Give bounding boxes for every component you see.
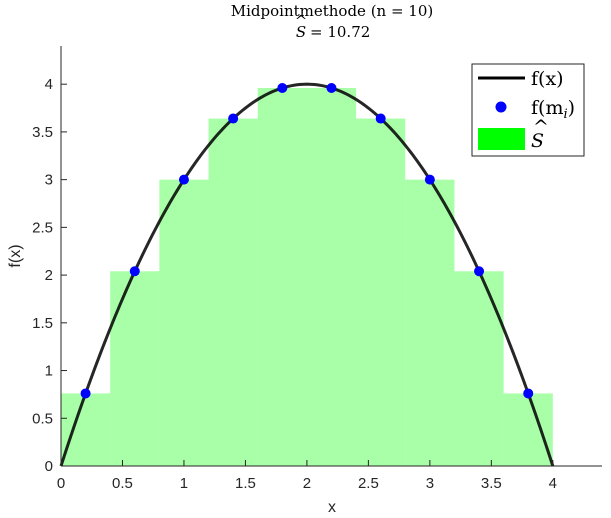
midpoint-marker — [326, 83, 337, 93]
y-tick-label: 1 — [45, 363, 53, 380]
chart-subtitle: S ^ = 10.72 — [295, 12, 371, 41]
legend-patch-swatch — [478, 128, 525, 150]
plot-area — [59, 82, 555, 467]
x-tick-label: 4 — [549, 475, 557, 492]
chart-title: Midpointmethode (n = 10) — [231, 2, 434, 20]
legend-area-hat: ^ — [533, 116, 549, 138]
y-tick-label: 2 — [45, 267, 53, 284]
riemann-rectangle — [306, 88, 357, 466]
y-tick-label: 4 — [45, 76, 53, 93]
y-tick-label: 3.5 — [32, 124, 53, 141]
midpoint-marker — [80, 388, 91, 399]
riemann-rectangle — [405, 179, 455, 467]
midpoint-marker — [277, 83, 288, 93]
midpoint-marker — [523, 388, 534, 399]
legend-midpoints-end: ) — [568, 97, 575, 119]
riemann-rectangle — [61, 393, 111, 466]
midpoint-marker — [474, 266, 485, 277]
riemann-rectangle — [110, 271, 160, 466]
x-tick-label: 1 — [180, 475, 188, 492]
legend-label-midpoints: f(mi) — [531, 97, 575, 122]
riemann-rectangle — [257, 88, 307, 466]
legend-label-function: f(x) — [531, 68, 564, 90]
y-axis-title: f(x) — [7, 244, 24, 267]
subtitle-hat: ^ — [295, 12, 308, 30]
x-tick-label: 1.5 — [235, 475, 256, 492]
subtitle-value: = 10.72 — [310, 23, 370, 41]
x-ticks: 0 0.5 1 1.5 2 2.5 3 3.5 4 — [57, 460, 557, 492]
x-tick-label: 3.5 — [481, 475, 502, 492]
midpoint-marker — [129, 266, 140, 277]
legend-midpoints-base: f(m — [531, 97, 563, 119]
riemann-rectangle — [454, 271, 504, 466]
y-tick-label: 1.5 — [32, 315, 53, 332]
x-tick-label: 0 — [57, 475, 65, 492]
midpoint-marker — [178, 174, 189, 185]
x-axis-title: x — [328, 499, 336, 516]
rectangles-group — [61, 88, 553, 467]
riemann-rectangle — [159, 179, 209, 467]
riemann-rectangle — [503, 393, 553, 466]
x-tick-label: 2.5 — [358, 475, 379, 492]
subtitle-symbol: S — [296, 23, 306, 41]
y-tick-label: 0 — [45, 458, 53, 475]
y-tick-label: 2.5 — [32, 219, 53, 236]
riemann-rectangle — [356, 118, 406, 466]
riemann-rectangle — [208, 118, 258, 466]
x-tick-label: 3 — [426, 475, 434, 492]
midpoint-marker — [228, 113, 239, 124]
midpoint-marker — [424, 174, 435, 185]
x-tick-label: 0.5 — [112, 475, 133, 492]
midpoint-markers — [80, 83, 534, 399]
y-ticks: 0 0.5 1 1.5 2 2.5 3 3.5 4 — [32, 76, 67, 475]
axes: 0 0.5 1 1.5 2 2.5 3 3.5 4 0 0.5 1 1.5 2 2.5 3 3.5 4 — [32, 46, 602, 492]
legend: f(x) f(mi) S ^ — [471, 63, 585, 157]
legend-marker-swatch — [495, 101, 507, 113]
legend-label-area: S — [531, 130, 544, 152]
y-tick-label: 0.5 — [32, 410, 53, 427]
function-curve — [59, 82, 555, 467]
legend-midpoints-sub: i — [563, 107, 567, 122]
x-tick-label: 2 — [303, 475, 311, 492]
midpoint-marker — [375, 113, 386, 124]
y-tick-label: 3 — [45, 172, 53, 189]
